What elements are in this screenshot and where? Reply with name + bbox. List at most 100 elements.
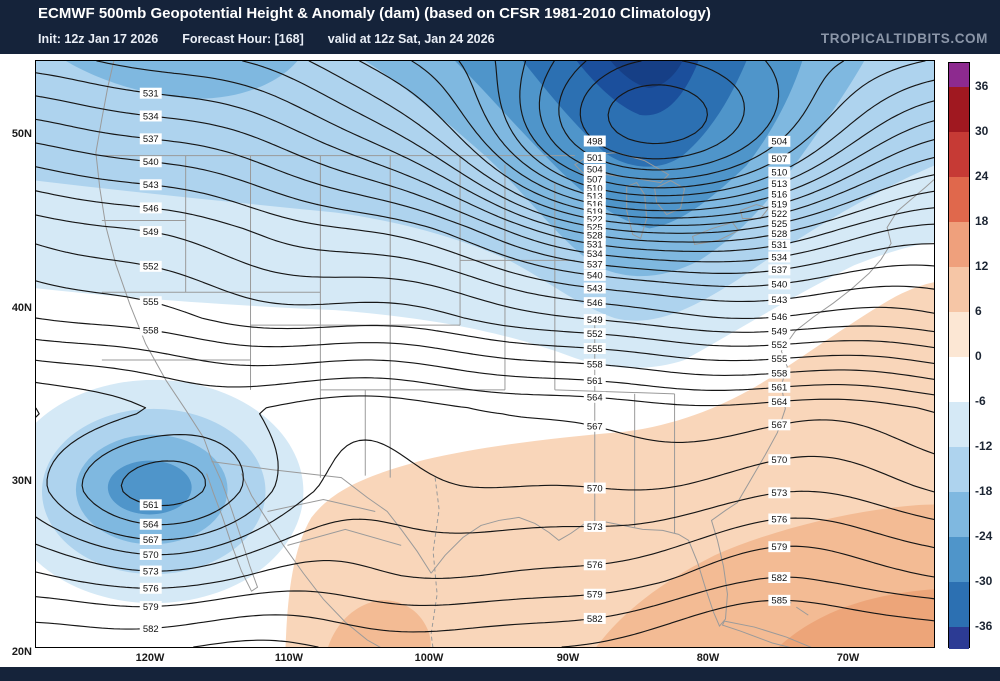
colorbar-segment [949, 447, 969, 492]
svg-text:519: 519 [587, 207, 603, 218]
svg-text:516: 516 [587, 199, 603, 210]
contour-label: 507 [768, 153, 791, 165]
svg-text:552: 552 [587, 329, 603, 340]
contour-label: 570 [768, 454, 791, 466]
contour-label: 585 [768, 594, 791, 607]
svg-text:534: 534 [771, 252, 787, 263]
contour-label: 567 [583, 420, 606, 433]
contour-label: 579 [768, 541, 791, 553]
footer-bar [0, 667, 1000, 681]
svg-text:510: 510 [587, 183, 603, 194]
contour-label: 552 [583, 328, 606, 340]
svg-text:540: 540 [143, 157, 159, 168]
contour-label: 564 [768, 396, 791, 408]
svg-text:579: 579 [143, 602, 159, 613]
contour-label: 546 [139, 202, 162, 214]
svg-text:582: 582 [143, 624, 159, 635]
contour-label: 561 [583, 375, 606, 387]
svg-text:552: 552 [771, 340, 787, 351]
svg-text:537: 537 [771, 265, 787, 276]
contour-label: 534 [583, 248, 606, 260]
valid-time: valid at 12z Sat, Jan 24 2026 [327, 32, 495, 46]
lat-label: 50N [11, 128, 32, 140]
map-title: ECMWF 500mb Geopotential Height & Anomal… [38, 5, 711, 22]
svg-text:543: 543 [587, 283, 603, 294]
svg-text:552: 552 [143, 262, 159, 273]
contour-label: 501 [583, 152, 606, 164]
contour-label: 537 [583, 258, 606, 270]
colorbar-segment [949, 402, 969, 447]
contour-label: 534 [139, 110, 162, 122]
svg-text:573: 573 [587, 522, 603, 533]
colorbar-tick-label: -12 [975, 439, 993, 453]
svg-text:579: 579 [771, 542, 787, 553]
svg-text:576: 576 [587, 560, 603, 571]
contour-label: 579 [583, 588, 606, 601]
svg-text:522: 522 [587, 215, 603, 226]
svg-text:561: 561 [587, 376, 603, 387]
contour-label: 558 [139, 324, 162, 336]
contour-label: 582 [583, 612, 606, 625]
contour-label: 576 [768, 513, 791, 525]
colorbar-segment [949, 537, 969, 582]
svg-text:531: 531 [771, 240, 787, 251]
svg-text:549: 549 [587, 315, 603, 326]
contour-label: 507 [583, 173, 606, 186]
contour-label: 498 [583, 135, 606, 147]
svg-text:546: 546 [587, 298, 603, 309]
map-frame: 531 534 537 540 543 546 549 552 555 558 561 564 567 5… [35, 60, 935, 648]
contour-label: 555 [139, 296, 162, 308]
colorbar-tick-label: -30 [975, 574, 993, 588]
svg-text:564: 564 [143, 520, 159, 531]
contour-label: 582 [139, 622, 162, 635]
contour-label: 540 [139, 156, 162, 168]
contour-label: 546 [768, 311, 791, 323]
contour-label: 573 [768, 487, 791, 499]
svg-text:540: 540 [587, 271, 603, 282]
svg-text:531: 531 [143, 89, 159, 100]
contour-label: 510 [583, 182, 606, 194]
svg-text:534: 534 [587, 249, 603, 260]
svg-text:558: 558 [143, 325, 159, 336]
svg-text:561: 561 [771, 383, 787, 394]
contour-label: 543 [139, 179, 162, 191]
contour-label: 570 [583, 482, 606, 494]
contour-label: 546 [583, 297, 606, 309]
svg-text:561: 561 [143, 500, 159, 511]
svg-text:540: 540 [771, 279, 787, 290]
colorbar-tick-label: -6 [975, 394, 986, 408]
svg-text:570: 570 [587, 483, 603, 494]
colorbar-tick-label: 36 [975, 79, 989, 93]
contour-label: 525 [583, 221, 606, 233]
svg-text:585: 585 [771, 596, 787, 607]
svg-text:567: 567 [143, 535, 159, 546]
colorbar-segment [949, 627, 969, 649]
contour-label: 549 [768, 325, 791, 337]
svg-text:522: 522 [771, 209, 787, 220]
height-contours [36, 61, 934, 647]
svg-text:579: 579 [587, 590, 603, 601]
contour-label: 504 [768, 135, 791, 148]
colorbar-segment [949, 312, 969, 357]
contour-label: 528 [768, 227, 791, 240]
run-info: Init: 12z Jan 17 2026 Forecast Hour: [168… [38, 32, 519, 46]
contour-label: 504 [583, 163, 606, 176]
contour-label: 582 [768, 572, 791, 584]
contour-label: 528 [583, 229, 606, 242]
contour-label: 567 [139, 534, 162, 546]
lon-label: 110W [274, 652, 304, 664]
svg-text:501: 501 [587, 153, 603, 164]
colorbar-tick-label: -36 [975, 619, 993, 633]
colorbar-tick-label: 24 [975, 169, 989, 183]
svg-text:576: 576 [771, 514, 787, 525]
svg-text:567: 567 [771, 420, 787, 431]
contour-label: 549 [583, 314, 606, 326]
svg-text:543: 543 [143, 180, 159, 191]
contour-label: 552 [139, 260, 162, 273]
svg-text:558: 558 [587, 360, 603, 371]
contour-label: 537 [139, 133, 162, 145]
app-header: ECMWF 500mb Geopotential Height & Anomal… [0, 0, 1000, 54]
contour-label: 540 [583, 269, 606, 282]
contour-label: 564 [139, 518, 162, 531]
contour-label: 579 [139, 601, 162, 613]
